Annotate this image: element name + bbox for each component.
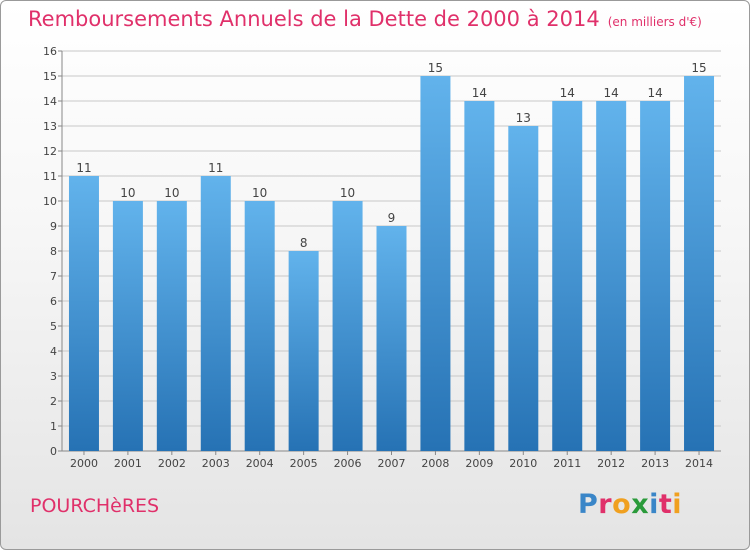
y-tick-label: 6 (50, 295, 57, 308)
bar (288, 251, 319, 451)
bar (200, 176, 231, 451)
x-tick-label: 2012 (597, 457, 625, 470)
logo-letter: P (578, 489, 599, 520)
data-label: 10 (340, 186, 355, 200)
bar (508, 126, 539, 451)
x-tick-label: 2006 (334, 457, 362, 470)
y-tick-label: 14 (43, 95, 57, 108)
y-tick-label: 8 (50, 245, 57, 258)
data-label: 15 (691, 61, 706, 75)
chart-title: Remboursements Annuels de la Dette de 20… (28, 7, 702, 31)
bar (376, 226, 407, 451)
x-tick-label: 2007 (378, 457, 406, 470)
data-label: 11 (76, 161, 91, 175)
data-label: 15 (428, 61, 443, 75)
data-label: 9 (388, 211, 396, 225)
data-label: 10 (252, 186, 267, 200)
x-tick-label: 2009 (465, 457, 493, 470)
data-label: 14 (604, 86, 619, 100)
logo-letter: o (612, 489, 632, 520)
x-tick-label: 2013 (641, 457, 669, 470)
bar (640, 101, 671, 451)
data-label: 8 (300, 236, 308, 250)
logo-letter: x (631, 489, 650, 520)
data-label: 10 (164, 186, 179, 200)
commune-name: POURCHèRES (30, 495, 160, 517)
y-tick-label: 16 (43, 45, 57, 58)
data-label: 14 (560, 86, 575, 100)
data-label: 11 (208, 161, 223, 175)
bar (552, 101, 583, 451)
data-label: 14 (472, 86, 487, 100)
bar (420, 76, 451, 451)
x-tick-label: 2000 (70, 457, 98, 470)
x-tick-label: 2005 (290, 457, 318, 470)
y-tick-label: 5 (50, 320, 57, 333)
chart-title-text: Remboursements Annuels de la Dette de 20… (28, 7, 600, 31)
logo-letter: i (672, 489, 683, 520)
x-tick-label: 2003 (202, 457, 230, 470)
x-tick-label: 2004 (246, 457, 274, 470)
bar (112, 201, 143, 451)
data-label: 13 (516, 111, 531, 125)
x-tick-label: 2010 (509, 457, 537, 470)
logo-letter: i (649, 489, 659, 520)
y-tick-label: 1 (50, 420, 57, 433)
y-tick-label: 11 (43, 170, 57, 183)
logo-letter: t (658, 489, 673, 520)
y-tick-label: 3 (50, 370, 57, 383)
bar (68, 176, 99, 451)
bar (244, 201, 275, 451)
bar (464, 101, 495, 451)
y-tick-label: 15 (43, 70, 57, 83)
y-tick-label: 10 (43, 195, 57, 208)
data-label: 14 (647, 86, 662, 100)
x-tick-label: 2001 (114, 457, 142, 470)
x-tick-label: 2014 (685, 457, 713, 470)
y-tick-label: 2 (50, 395, 57, 408)
x-tick-label: 2008 (421, 457, 449, 470)
logo-letter: r (598, 489, 613, 520)
x-tick-label: 2002 (158, 457, 186, 470)
bar (332, 201, 363, 451)
bar (156, 201, 187, 451)
bar (684, 76, 715, 451)
x-tick-label: 2011 (553, 457, 581, 470)
y-tick-label: 13 (43, 120, 57, 133)
y-tick-label: 12 (43, 145, 57, 158)
y-tick-label: 9 (50, 220, 57, 233)
data-label: 10 (120, 186, 135, 200)
y-tick-label: 4 (50, 345, 57, 358)
y-tick-label: 0 (50, 445, 57, 458)
bar (596, 101, 627, 451)
proxiti-logo: Proxiti (578, 489, 682, 520)
chart-unit: (en milliers d'€) (607, 15, 702, 29)
y-tick-label: 7 (50, 270, 57, 283)
